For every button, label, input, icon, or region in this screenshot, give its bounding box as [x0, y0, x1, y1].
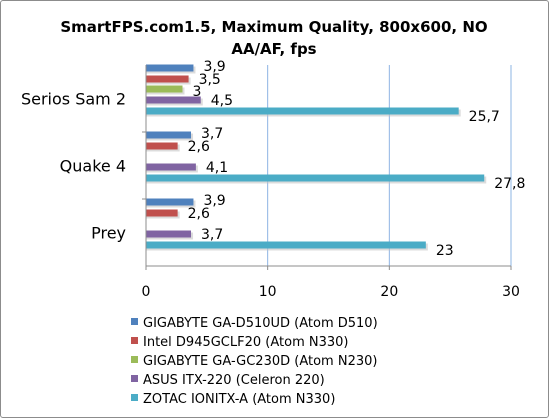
legend-label: GIGABYTE GA-D510UD (Atom D510): [143, 316, 378, 331]
bar: [146, 75, 189, 83]
legend-swatch: [131, 337, 138, 344]
chart-title: SmartFPS.com1.5, Maximum Quality, 800x60…: [60, 18, 487, 58]
category-label: Prey: [91, 224, 126, 243]
category-label: Quake 4: [60, 157, 126, 176]
legend-label: Intel D945GCLF20 (Atom N330): [143, 335, 348, 350]
bar: [146, 163, 196, 171]
data-label: 2,6: [188, 206, 210, 222]
data-label: 3,5: [199, 72, 221, 88]
data-label: 3,9: [203, 193, 225, 209]
data-label: 27,8: [494, 176, 525, 192]
bar: [146, 64, 194, 72]
axes: Serios Sam 2 Quake 4 Prey 0 10 20 30: [21, 65, 520, 300]
data-label: 3,7: [201, 126, 223, 142]
bar: [146, 142, 178, 150]
bar: [146, 131, 192, 139]
data-label: 23: [436, 243, 454, 259]
chart-title-line: SmartFPS.com1.5, Maximum Quality, 800x60…: [60, 18, 487, 36]
data-label: 3: [193, 84, 202, 100]
legend-swatch: [131, 318, 138, 325]
legend-label: ASUS ITX-220 (Celeron 220): [143, 373, 325, 388]
bars: 3,93,534,525,73,72,64,127,83,92,63,723: [146, 59, 525, 259]
data-label: 4,1: [206, 160, 228, 176]
legend-swatch: [131, 394, 138, 401]
data-label: 4,5: [211, 93, 233, 109]
category-label: Serios Sam 2: [21, 90, 126, 109]
bar: [146, 96, 201, 104]
data-label: 3,7: [201, 227, 223, 243]
x-tick-label: 0: [142, 284, 151, 300]
legend-label: ZOTAC IONITX-A (Atom N330): [143, 392, 335, 407]
legend-swatch: [131, 356, 138, 363]
bar: [146, 174, 485, 182]
x-tick-label: 20: [380, 284, 398, 300]
legend-label: GIGABYTE GA-GC230D (Atom N230): [143, 354, 377, 369]
data-label: 3,9: [203, 59, 225, 75]
bar: [146, 209, 178, 217]
legend: GIGABYTE GA-D510UD (Atom D510) Intel D945…: [131, 316, 378, 407]
bar: [146, 230, 192, 238]
bar: [146, 107, 459, 115]
gridlines: [267, 65, 512, 266]
bar: [146, 241, 426, 249]
bar: [146, 198, 194, 206]
legend-swatch: [131, 375, 138, 382]
bar: [146, 85, 183, 93]
x-tick-label: 10: [259, 284, 277, 300]
data-label: 25,7: [469, 109, 500, 125]
chart-title-line: AA/AF, fps: [231, 40, 316, 58]
x-tick-label: 30: [502, 284, 520, 300]
data-label: 2,6: [188, 139, 210, 155]
